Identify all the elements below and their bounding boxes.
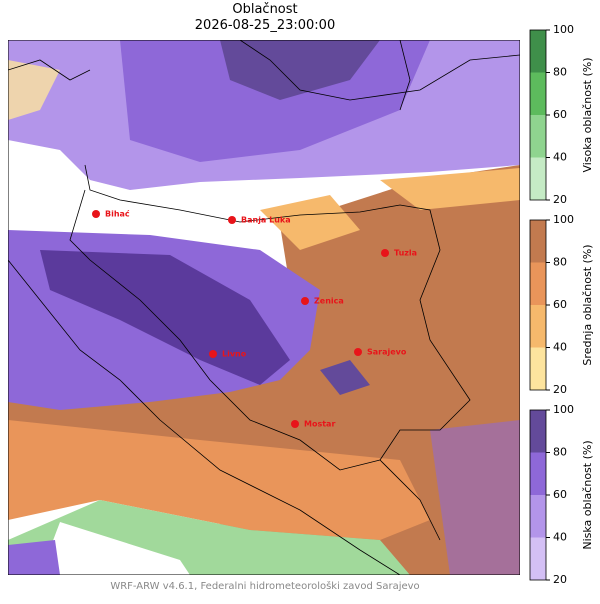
title: Oblačnost <box>232 2 297 17</box>
footer: WRF-ARW v4.6.1, Federalni hidrometeorolo… <box>110 580 419 592</box>
city-label: Banja Luka <box>241 216 291 225</box>
colorbar-segment <box>530 452 546 495</box>
city-marker <box>354 348 362 356</box>
colorbar-tick-label: 40 <box>553 531 567 544</box>
colorbar-tick-label: 40 <box>553 341 567 354</box>
city-label: Sarajevo <box>367 348 407 357</box>
colorbar-segment <box>530 72 546 115</box>
cities: Bihać Banja Luka Tuzla Zenica Livno Sarajevo M… <box>92 209 417 429</box>
colorbar-segment <box>530 410 546 453</box>
city-marker <box>92 210 100 218</box>
city-label: Zenica <box>314 297 344 306</box>
city-marker <box>301 297 309 305</box>
subtitle: 2026-08-25_23:00:00 <box>195 18 335 33</box>
colorbar-segment <box>530 347 546 390</box>
colorbar-tick-label: 80 <box>553 66 567 79</box>
city-label: Livno <box>222 350 247 359</box>
colorbar-segment <box>530 115 546 158</box>
colorbar-segment <box>530 537 546 580</box>
city-label: Tuzla <box>394 249 417 258</box>
city-marker <box>381 249 389 257</box>
colorbar-segment <box>530 262 546 305</box>
colorbar-segment <box>530 495 546 538</box>
city-marker <box>209 350 217 358</box>
colorbar-tick-label: 20 <box>553 193 567 206</box>
colorbar-tick-label: 40 <box>553 151 567 164</box>
city-marker <box>228 216 236 224</box>
colorbar-tick-label: 60 <box>553 298 567 311</box>
colorbar-label: Visoka oblačnost (%) <box>581 57 594 172</box>
colorbar-tick-label: 60 <box>553 488 567 501</box>
colorbar-tick-label: 100 <box>553 213 574 226</box>
colorbar-tick-label: 100 <box>553 403 574 416</box>
city-label: Bihać <box>105 209 130 219</box>
colorbar-tick-label: 80 <box>553 256 567 269</box>
colorbar-label: Srednja oblačnost (%) <box>581 244 594 365</box>
colorbar-segment <box>530 220 546 263</box>
colorbar-tick-label: 20 <box>553 383 567 396</box>
colorbar-tick-label: 100 <box>553 23 574 36</box>
colorbar-segment <box>530 305 546 348</box>
city-label: Mostar <box>304 420 335 429</box>
colorbars: 20 40 60 80 100 Visoka oblačnost (%) 20 40 60 80 1… <box>529 23 594 586</box>
colorbar-tick-label: 60 <box>553 108 567 121</box>
city-marker <box>291 420 299 428</box>
colorbar-segment <box>530 30 546 73</box>
colorbar-segment <box>530 157 546 200</box>
colorbar-tick-label: 20 <box>553 573 567 586</box>
colorbar-label: Niska oblačnost (%) <box>581 440 594 549</box>
map <box>8 40 520 575</box>
colorbar-tick-label: 80 <box>553 446 567 459</box>
